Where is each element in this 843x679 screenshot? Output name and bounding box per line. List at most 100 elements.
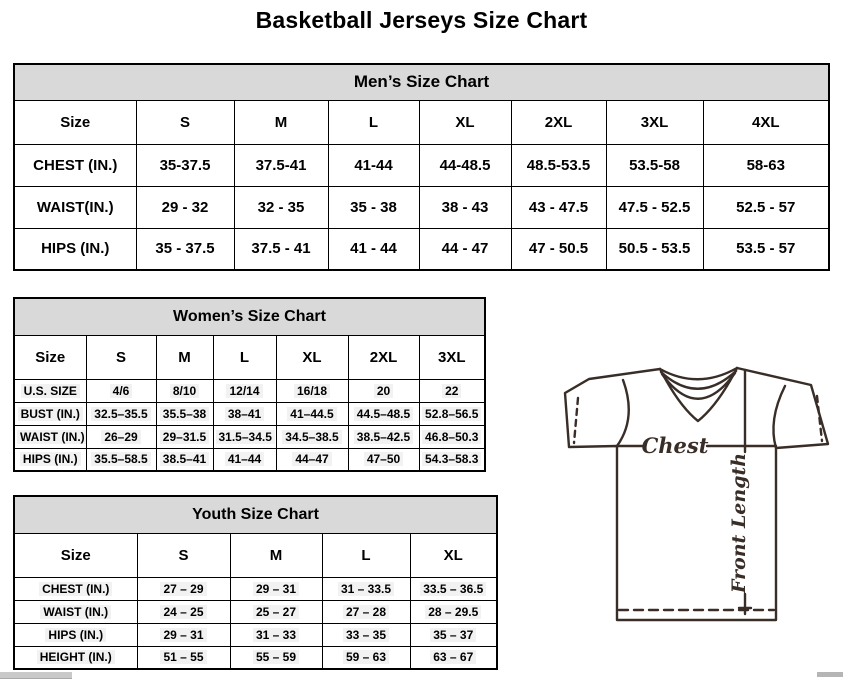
- cell-value: 35 – 37: [430, 627, 477, 642]
- cell: 29 – 31: [229, 576, 323, 601]
- womens-hips-row: HIPS (IN.) 35.5–58.5 38.5–41 41–44 44–47…: [13, 447, 486, 472]
- cell: 27 – 29: [136, 576, 231, 601]
- cell: 50.5 - 53.5: [605, 227, 704, 271]
- cell: 47–50: [347, 447, 420, 472]
- cell: 8/10: [155, 378, 214, 403]
- cell-value: 38.5–41: [159, 452, 210, 467]
- womens-waist-row: WAIST (IN.) 26–29 29–31.5 31.5–34.5 34.5…: [13, 424, 486, 449]
- cell: 24 – 25: [136, 599, 231, 624]
- cell: 4/6: [85, 378, 157, 403]
- mens-size-chart-table: Men’s Size Chart Size S M L XL 2XL 3XL 4…: [13, 63, 831, 271]
- cell-value: 59 – 63: [342, 650, 390, 665]
- cell: 59 – 63: [321, 645, 411, 670]
- cell: 41 - 44: [327, 227, 420, 271]
- cell-value: 8/10: [169, 383, 200, 398]
- cell: 46.8–50.3: [418, 424, 486, 449]
- cell: 35 - 37.5: [135, 227, 235, 271]
- womens-col-s: S: [85, 334, 157, 380]
- cell-value: 29 – 31: [160, 627, 207, 642]
- cell: 55 – 59: [229, 645, 323, 670]
- cell-value: 38–41: [224, 406, 265, 421]
- cell: 12/14: [212, 378, 277, 403]
- cell: 41–44: [212, 447, 277, 472]
- youth-col-xl: XL: [409, 532, 498, 578]
- cell: 58-63: [702, 143, 830, 187]
- jersey-measurement-diagram: Chest Front Length: [555, 358, 843, 640]
- cell-value: 44–47: [292, 452, 332, 467]
- cell: 38.5–41: [155, 447, 214, 472]
- youth-size-chart-table: Youth Size Chart Size S M L XL CHEST (IN…: [13, 495, 499, 670]
- womens-size-chart-table: Women’s Size Chart Size S M L XL 2XL 3XL…: [13, 297, 486, 472]
- row-label: WAIST (IN.): [13, 599, 138, 624]
- cell: 51 – 55: [136, 645, 231, 670]
- cell-value: 31.5–34.5: [215, 429, 275, 444]
- cell-value: 12/14: [226, 383, 263, 398]
- row-label: HIPS (IN.): [13, 447, 87, 472]
- youth-chart-title: Youth Size Chart: [13, 495, 498, 534]
- cell: 52.8–56.5: [418, 401, 486, 426]
- cell: 47 - 50.5: [510, 227, 607, 271]
- row-label-text: HEIGHT (IN.): [36, 650, 115, 665]
- cell-value: 47–50: [363, 452, 404, 467]
- jersey-collar-inner-arc: [659, 369, 738, 390]
- mens-column-header-row: Size S M L XL 2XL 3XL 4XL: [13, 99, 830, 145]
- cell: 48.5-53.5: [510, 143, 607, 187]
- youth-col-l: L: [321, 532, 411, 578]
- cell: 35 – 37: [409, 622, 498, 647]
- womens-chart-title-row: Women’s Size Chart: [13, 297, 486, 336]
- cell: 53.5-58: [605, 143, 704, 187]
- cell: 35.5–58.5: [85, 447, 157, 472]
- cell-value: 35.5–38: [159, 406, 210, 421]
- cell-value: 16/18: [293, 383, 331, 398]
- mens-chest-row: CHEST (IN.) 35-37.5 37.5-41 41-44 44-48.…: [13, 143, 830, 187]
- row-label-text: U.S. SIZE: [20, 383, 80, 398]
- cell: 31 – 33.5: [321, 576, 411, 601]
- jersey-collar-band-arc: [660, 371, 737, 400]
- row-label: BUST (IN.): [13, 401, 87, 426]
- mens-chart-title-row: Men’s Size Chart: [13, 63, 830, 101]
- row-label-text: WAIST (IN.): [40, 604, 112, 619]
- mens-col-xl: XL: [418, 99, 512, 145]
- jersey-right-cuff-dashes: [815, 394, 824, 443]
- cell: 32 - 35: [233, 185, 329, 229]
- cell-value: 20: [373, 383, 394, 398]
- cell: 63 – 67: [409, 645, 498, 670]
- row-label: HEIGHT (IN.): [13, 645, 138, 670]
- cell: 34.5–38.5: [275, 424, 349, 449]
- womens-col-m: M: [155, 334, 214, 380]
- cell-value: 51 – 55: [160, 650, 207, 665]
- mens-col-size: Size: [13, 99, 137, 145]
- cell: 29 - 32: [135, 185, 235, 229]
- jersey-collar-back-arc: [658, 366, 739, 381]
- youth-chart-title-row: Youth Size Chart: [13, 495, 498, 534]
- womens-col-size: Size: [13, 334, 87, 380]
- womens-col-3xl: 3XL: [418, 334, 486, 380]
- cell-value: 25 – 27: [252, 604, 300, 619]
- cell: 29–31.5: [155, 424, 214, 449]
- jersey-right-sleeve-seam: [772, 384, 787, 450]
- womens-col-xl: XL: [275, 334, 349, 380]
- cell: 35-37.5: [135, 143, 235, 187]
- cell: 44–47: [275, 447, 349, 472]
- cell-value: 27 – 28: [342, 604, 390, 619]
- cell-value: 31 – 33: [252, 627, 300, 642]
- cell: 32.5–35.5: [85, 401, 157, 426]
- womens-chart-title: Women’s Size Chart: [13, 297, 486, 336]
- jersey-vneck-edge: [658, 366, 739, 423]
- jersey-left-sleeve-seam: [615, 378, 630, 448]
- cell: 27 – 28: [321, 599, 411, 624]
- womens-column-header-row: Size S M L XL 2XL 3XL: [13, 334, 486, 380]
- youth-waist-row: WAIST (IN.) 24 – 25 25 – 27 27 – 28 28 –…: [13, 599, 498, 624]
- horizontal-scrollbar-fragment-left[interactable]: [0, 672, 72, 679]
- cell-value: 38.5–42.5: [353, 429, 414, 444]
- cell: 47.5 - 52.5: [605, 185, 704, 229]
- youth-col-size: Size: [13, 532, 138, 578]
- row-label: CHEST (IN.): [13, 576, 138, 601]
- cell: 38 - 43: [418, 185, 512, 229]
- cell: 33 – 35: [321, 622, 411, 647]
- row-label: CHEST (IN.): [13, 143, 137, 187]
- womens-us-size-row: U.S. SIZE 4/6 8/10 12/14 16/18 20 22: [13, 378, 486, 403]
- horizontal-scrollbar-fragment-right[interactable]: [817, 672, 843, 677]
- cell-value: 41–44: [224, 452, 265, 467]
- cell: 53.5 - 57: [702, 227, 830, 271]
